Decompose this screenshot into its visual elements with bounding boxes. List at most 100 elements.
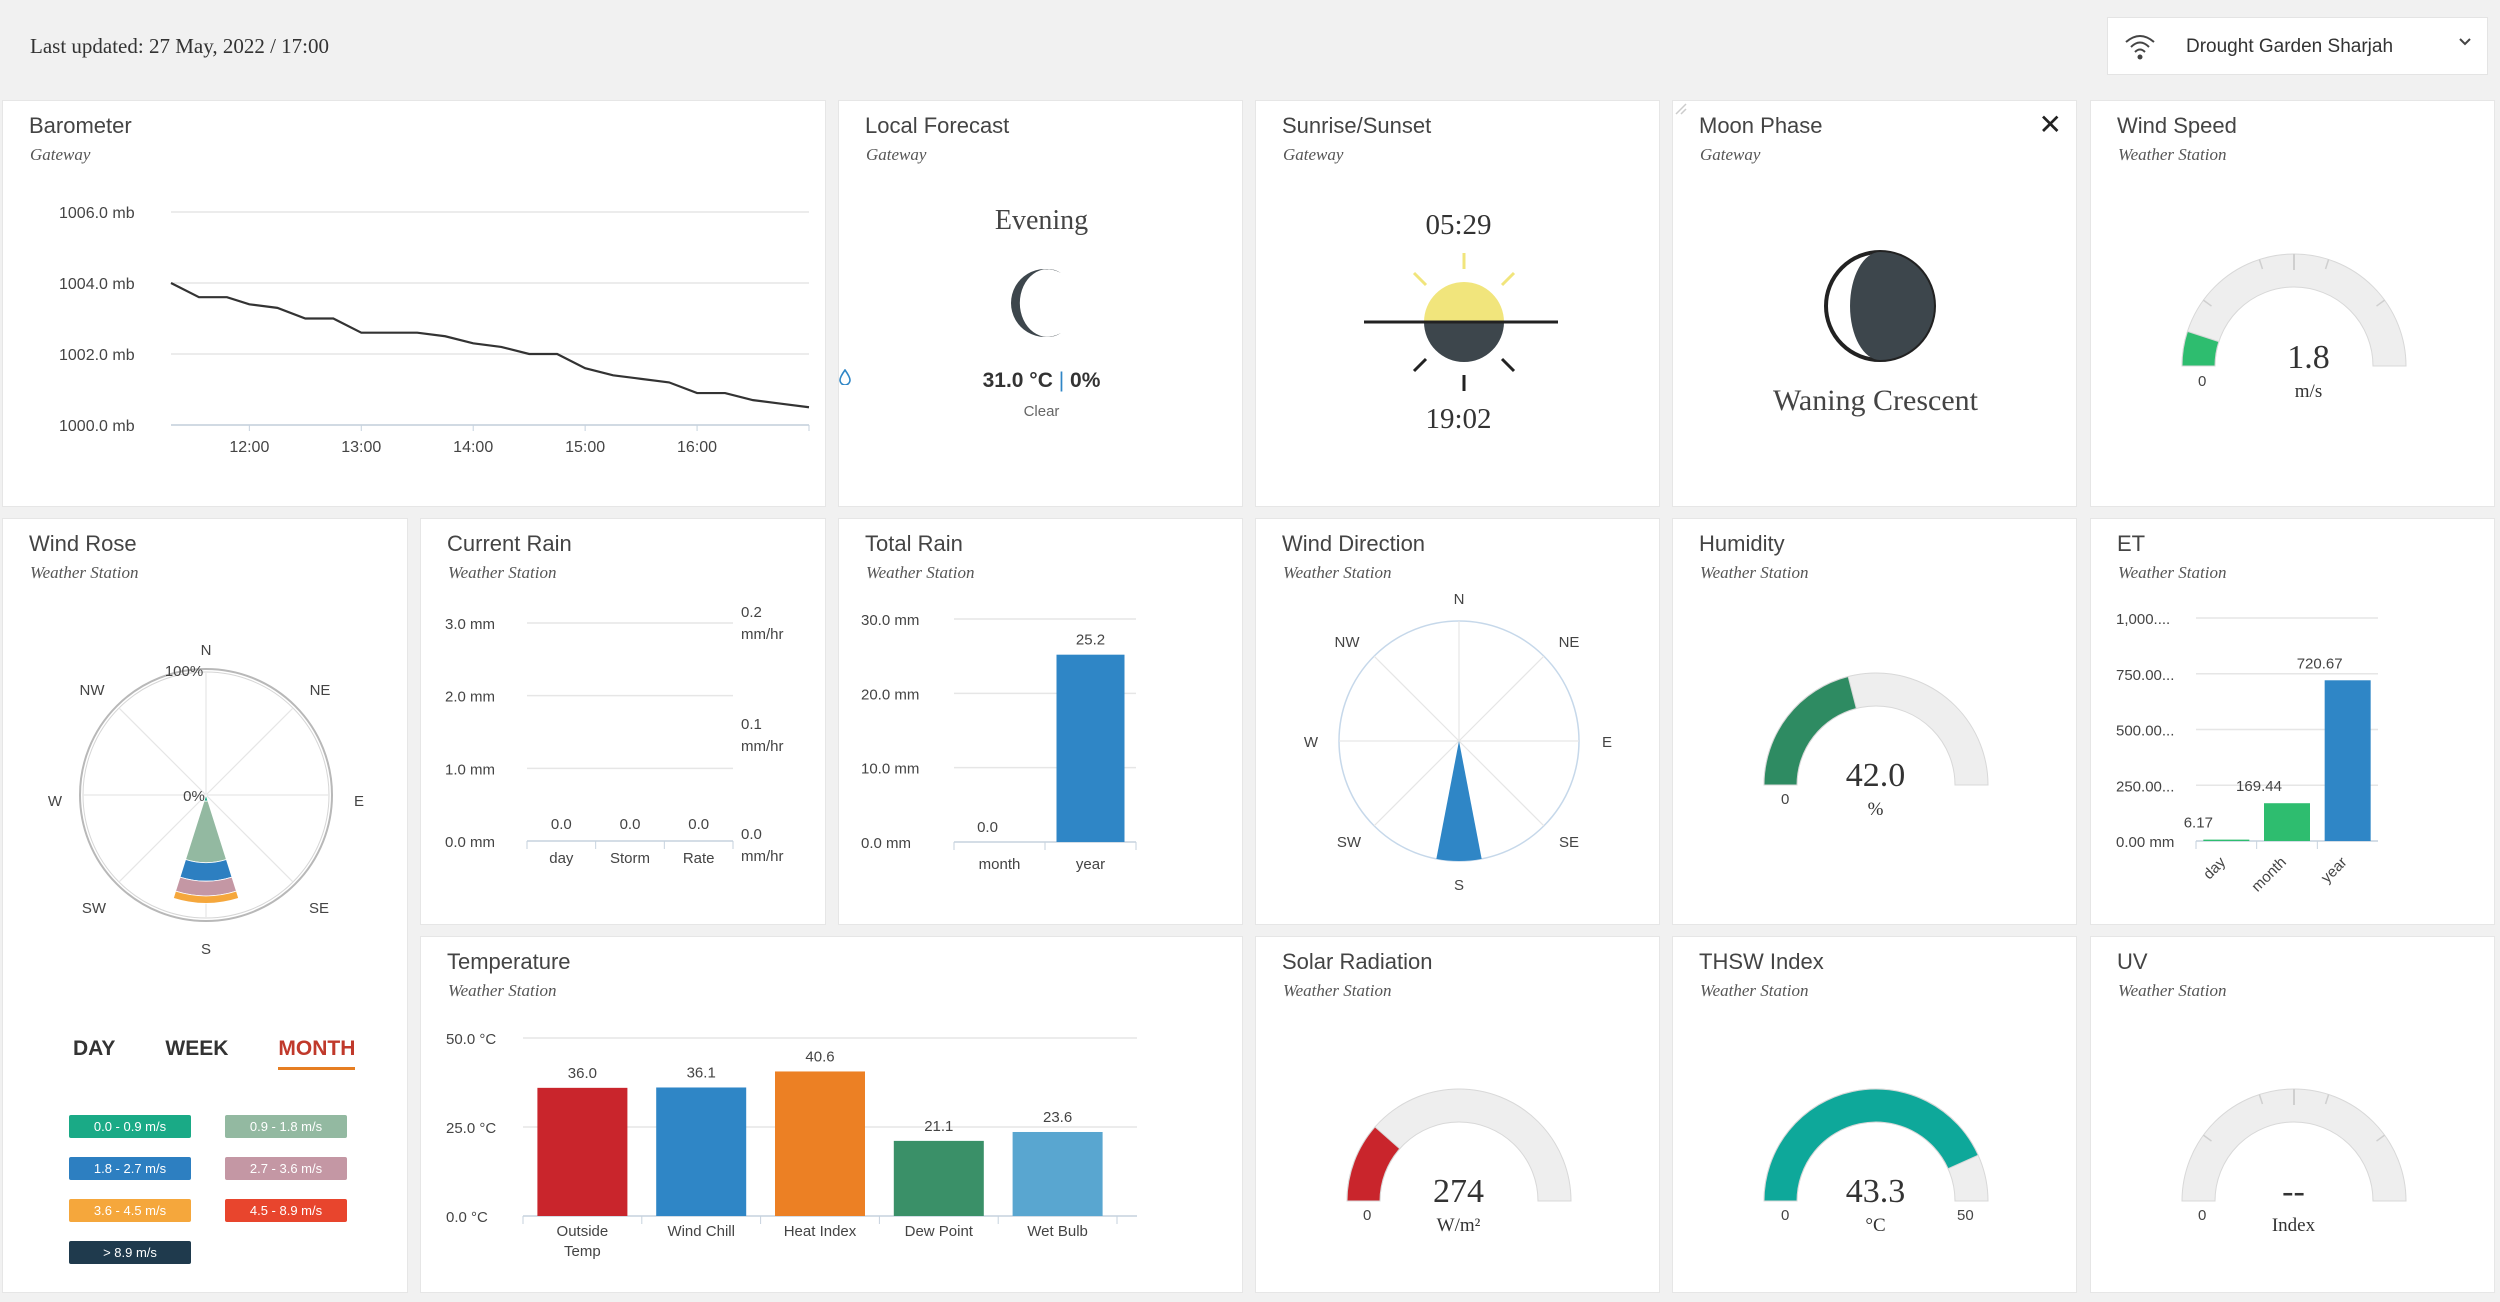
data-label: 25.2 [1076, 632, 1105, 649]
humidity-card: Humidity Weather Station 0 42.0 % [1672, 518, 2077, 925]
compass-label: SW [1337, 834, 1362, 851]
solar-radiation-gauge [1346, 1088, 1572, 1202]
category-label: Temp [564, 1243, 601, 1260]
compass-label: S [1454, 877, 1464, 894]
y-tick-label: 750.00... [2116, 667, 2174, 684]
card-subtitle: Weather Station [866, 563, 975, 582]
moon-icon [1011, 269, 1061, 337]
moon-phase-label: Waning Crescent [1772, 384, 1979, 417]
category-label: Outside [557, 1223, 609, 1240]
tab-month[interactable]: MONTH [278, 1037, 356, 1070]
bar [1012, 1131, 1103, 1216]
gauge-max-label: 50 [1957, 1207, 1974, 1224]
data-label: 0.0 [688, 816, 709, 833]
card-subtitle: Weather Station [1283, 981, 1392, 1000]
solar-radiation-card: Solar Radiation Weather Station 0 274 W/… [1255, 936, 1660, 1293]
tab-day[interactable]: DAY [73, 1037, 116, 1060]
gauge-unit: W/m² [1436, 1215, 1481, 1236]
tab-week[interactable]: WEEK [165, 1037, 229, 1060]
wind-direction-compass: N NE E SE S SW W NW [1304, 591, 1612, 894]
close-icon[interactable]: ✕ [2038, 109, 2062, 140]
station-selector[interactable]: Drought Garden Sharjah [2107, 17, 2488, 75]
gauge-value: 42.0 [1845, 757, 1906, 794]
compass-label: NE [310, 682, 331, 699]
card-subtitle: Weather Station [2118, 563, 2227, 582]
card-subtitle: Weather Station [1283, 563, 1392, 582]
y-tick-label: 1000.0 mb [59, 418, 135, 435]
card-subtitle: Weather Station [1700, 563, 1809, 582]
bar [537, 1087, 628, 1216]
gauge-value: -- [2282, 1173, 2305, 1210]
moon-phase-card: Moon Phase Gateway ✕ Waning Crescent [1672, 100, 2077, 507]
y-tick-label: 1,000.... [2116, 611, 2170, 628]
gauge-unit: m/s [2294, 381, 2323, 402]
category-label: Rate [683, 850, 715, 867]
y-tick-label-right: 0.2 [741, 604, 762, 621]
rose-spoke [118, 707, 207, 796]
bar [1056, 654, 1125, 842]
uv-gauge [2181, 1088, 2407, 1202]
y-tick-label-right-unit: mm/hr [741, 626, 784, 643]
category-label: day [549, 850, 574, 867]
compass-label: E [354, 793, 364, 810]
y-tick-label-left: 2.0 mm [445, 689, 495, 706]
forecast-temp: 31.0 °C [982, 369, 1053, 392]
thsw-card: THSW Index Weather Station 0 50 43.3 °C [1672, 936, 2077, 1293]
gauge-unit: % [1867, 799, 1884, 820]
compass-label: SE [309, 900, 329, 917]
card-title: Wind Rose [29, 531, 137, 556]
category-label: month [2248, 854, 2290, 896]
rose-petal-segment [172, 890, 240, 904]
total-rain-card: Total Rain Weather Station 30.0 mm 20.0 m… [838, 518, 1243, 925]
category-label: month [979, 856, 1021, 873]
sunset-time: 19:02 [1425, 403, 1492, 435]
y-tick-label-left: 0.0 mm [445, 834, 495, 851]
category-label: Wet Bulb [1027, 1223, 1088, 1240]
x-tick-label: 15:00 [565, 439, 605, 456]
y-tick-label: 0.0 mm [861, 835, 911, 852]
card-title: Humidity [1699, 531, 1785, 556]
raindrop-icon [839, 369, 851, 385]
forecast-period: Evening [994, 205, 1089, 236]
compass-label: SE [1559, 834, 1579, 851]
gauge-tick [2202, 299, 2212, 307]
data-label: 0.0 [977, 819, 998, 836]
y-tick-label-right: 0.0 [741, 826, 762, 843]
et-chart: 1,000.... 750.00... 500.00... 250.00... 0.00… [2116, 611, 2378, 896]
card-subtitle: Gateway [30, 145, 91, 164]
rose-spoke [205, 794, 294, 883]
card-title: Moon Phase [1699, 113, 1823, 138]
card-subtitle: Gateway [1700, 145, 1761, 164]
compass-label: S [201, 941, 211, 958]
gauge-track [1346, 1088, 1572, 1202]
y-tick-label: 0.0 °C [446, 1209, 488, 1226]
compass-label: N [201, 642, 212, 659]
card-title: Total Rain [865, 531, 963, 556]
compass-spoke [1458, 740, 1545, 827]
pressure-line [170, 282, 810, 409]
category-label: year [1076, 856, 1105, 873]
temperature-chart: 50.0 °C 25.0 °C 0.0 °C 36.0 Outside Temp 36.1 W… [446, 1031, 1137, 1260]
thsw-gauge [1763, 1088, 1989, 1202]
gauge-tick [2202, 1134, 2212, 1142]
forecast-separator: | [1058, 369, 1065, 392]
data-label: 21.1 [924, 1118, 953, 1135]
x-tick-label: 16:00 [677, 439, 717, 456]
period-tabs: DAY WEEK MONTH [73, 1037, 405, 1070]
bar [893, 1140, 984, 1216]
data-label: 40.6 [805, 1048, 834, 1065]
card-title: Temperature [447, 949, 571, 974]
category-label: year [2318, 854, 2351, 887]
card-title: Wind Direction [1282, 531, 1426, 556]
y-tick-label: 1002.0 mb [59, 347, 135, 364]
card-subtitle: Gateway [1283, 145, 1344, 164]
gauge-tick [2324, 1094, 2330, 1105]
gauge-track [2181, 1088, 2407, 1202]
data-label: 0.0 [551, 816, 572, 833]
legend-item: > 8.9 m/s [69, 1241, 191, 1264]
resize-handle-icon[interactable] [1673, 101, 1687, 115]
gauge-min-label: 0 [1781, 791, 1790, 808]
et-card: ET Weather Station 1,000.... 750.00... 500… [2090, 518, 2495, 925]
card-title: Wind Speed [2117, 113, 2237, 138]
current-rain-card: Current Rain Weather Station 3.0 mm 2.0 m… [420, 518, 826, 925]
